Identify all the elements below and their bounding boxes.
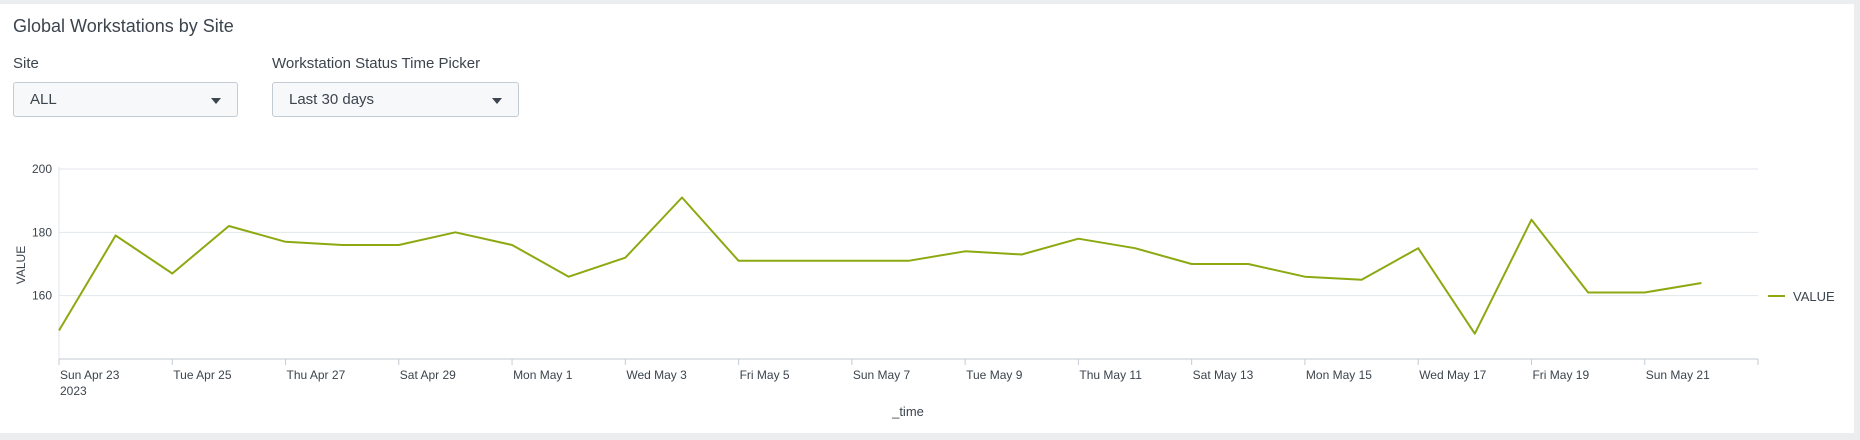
x-axis-title: _time [891, 404, 924, 419]
legend-label: VALUE [1793, 289, 1835, 304]
panel-title: Global Workstations by Site [13, 16, 234, 36]
data-point[interactable] [1017, 250, 1027, 260]
x-tick-label: Sun May 7 [853, 368, 911, 382]
data-point[interactable] [1583, 288, 1593, 298]
data-point[interactable] [111, 231, 121, 241]
x-tick-label: Sun Apr 23 [60, 368, 120, 382]
x-tick-label: Tue Apr 25 [173, 368, 232, 382]
series-layer [54, 193, 1706, 339]
dashboard-panel: Global Workstations by Site Site ALL Wor… [0, 4, 1854, 433]
data-point[interactable] [1130, 243, 1140, 253]
x-tick-label: Sat May 13 [1193, 368, 1254, 382]
data-point[interactable] [1470, 329, 1480, 339]
data-point[interactable] [734, 256, 744, 266]
data-point[interactable] [337, 240, 347, 250]
x-tick-label: Thu May 11 [1079, 368, 1142, 382]
site-dropdown[interactable]: ALL [13, 82, 238, 117]
data-point[interactable] [1073, 234, 1083, 244]
data-point[interactable] [167, 269, 177, 279]
y-tick-label: 180 [32, 225, 52, 239]
site-dropdown-value: ALL [30, 91, 57, 108]
y-tick-label: 200 [32, 162, 52, 176]
data-point[interactable] [507, 240, 517, 250]
data-point[interactable] [847, 256, 857, 266]
time-picker-dropdown[interactable]: Last 30 days [272, 82, 519, 117]
data-point[interactable] [564, 272, 574, 282]
data-point[interactable] [224, 221, 234, 231]
x-tick-label: Sat Apr 29 [400, 368, 456, 382]
y-axis-title: VALUE [14, 246, 28, 284]
time-picker-label: Workstation Status Time Picker [272, 55, 481, 72]
data-point[interactable] [54, 326, 64, 336]
data-point[interactable] [1526, 215, 1536, 225]
legend[interactable]: VALUE [1768, 289, 1835, 304]
series-line-value[interactable] [58, 196, 1702, 335]
data-point[interactable] [1696, 278, 1706, 288]
y-tick-label: 160 [32, 289, 52, 303]
x-tick-label: Thu Apr 27 [287, 368, 346, 382]
site-label: Site [13, 55, 39, 72]
data-point[interactable] [1357, 275, 1367, 285]
data-point[interactable] [1300, 272, 1310, 282]
x-tick-label: Tue May 9 [966, 368, 1023, 382]
x-tick-label: Sun May 21 [1646, 368, 1710, 382]
data-point[interactable] [960, 246, 970, 256]
data-point[interactable] [1243, 259, 1253, 269]
caret-down-icon [211, 98, 221, 104]
data-point[interactable] [620, 253, 630, 263]
time-picker-value: Last 30 days [289, 91, 375, 108]
data-point[interactable] [1413, 243, 1423, 253]
y-axis: 160 180 200 [32, 162, 60, 359]
data-point[interactable] [904, 256, 914, 266]
data-point[interactable] [281, 237, 291, 247]
caret-down-icon [492, 98, 502, 104]
grid-lines [59, 168, 1758, 297]
x-tick-label: Mon May 1 [513, 368, 573, 382]
data-point[interactable] [394, 240, 404, 250]
x-tick-label: Fri May 19 [1532, 368, 1589, 382]
data-point[interactable] [677, 193, 687, 203]
x-tick-label: Mon May 15 [1306, 368, 1372, 382]
x-tick-sublabel: 2023 [60, 384, 87, 398]
data-point[interactable] [790, 256, 800, 266]
x-tick-label: Fri May 5 [740, 368, 790, 382]
data-point[interactable] [450, 227, 460, 237]
data-point[interactable] [1187, 259, 1197, 269]
x-axis: Sun Apr 23 2023 Tue Apr 25 Thu Apr 27 Sat Ap… [58, 358, 1759, 398]
x-tick-label: Wed May 3 [626, 368, 687, 382]
data-point[interactable] [1640, 288, 1650, 298]
x-tick-label: Wed May 17 [1419, 368, 1486, 382]
